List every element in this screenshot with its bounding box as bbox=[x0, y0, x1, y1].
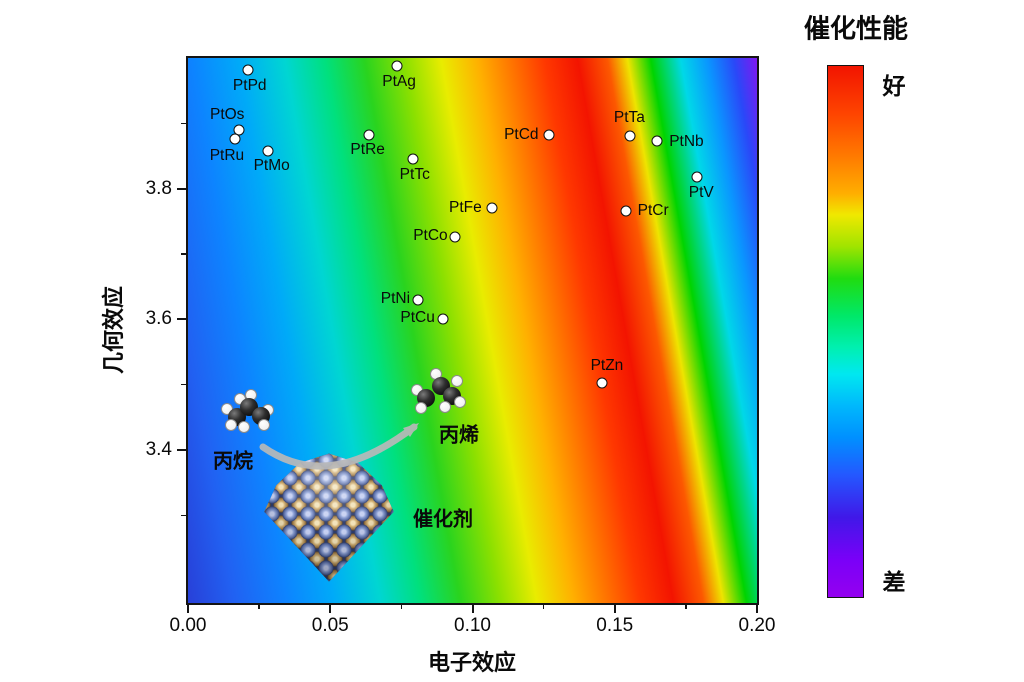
colorbar bbox=[827, 65, 864, 598]
y-minor-tick bbox=[181, 514, 186, 517]
x-major-tick bbox=[756, 604, 758, 613]
propylene-molecule-icon bbox=[411, 368, 466, 414]
x-minor-tick bbox=[400, 604, 403, 609]
data-point-marker bbox=[229, 133, 241, 145]
propane-label: 丙烷 bbox=[213, 450, 253, 473]
data-point-marker bbox=[407, 153, 419, 165]
x-major-tick bbox=[187, 604, 189, 613]
x-tick-label: 0.15 bbox=[596, 615, 634, 636]
data-point-marker bbox=[624, 130, 636, 142]
data-point-label: PtAg bbox=[382, 73, 416, 91]
x-major-tick bbox=[613, 604, 616, 613]
data-point-label: PtMo bbox=[253, 156, 290, 174]
data-point-marker bbox=[620, 205, 632, 217]
heatmap-plot-area: 丙烷 丙烯 催化剂 PtPd PtOs PtRu PtMo PtAg PtRe PtTc Pt… bbox=[186, 56, 759, 605]
data-point-label: PtOs bbox=[209, 105, 245, 123]
data-point-marker bbox=[449, 231, 461, 243]
data-point-marker bbox=[596, 377, 608, 389]
data-point-label: PtFe bbox=[449, 199, 482, 217]
data-point-label: PtV bbox=[688, 183, 714, 201]
x-tick-label: 0.20 bbox=[738, 615, 776, 636]
x-major-tick bbox=[329, 604, 332, 613]
data-point-marker bbox=[651, 135, 663, 147]
data-point-label: PtTa bbox=[613, 108, 645, 126]
data-point-marker bbox=[437, 313, 449, 325]
data-point-marker bbox=[543, 129, 555, 141]
x-minor-tick bbox=[542, 604, 545, 609]
data-point-marker bbox=[691, 171, 703, 183]
y-minor-tick bbox=[181, 253, 186, 255]
data-point-marker bbox=[262, 145, 274, 157]
data-point-marker bbox=[486, 202, 498, 214]
colorbar-bad-label: 差 bbox=[882, 569, 906, 595]
y-tick-label: 3.6 bbox=[145, 308, 172, 330]
x-minor-tick bbox=[258, 604, 260, 609]
data-point-marker bbox=[242, 64, 254, 76]
data-point-marker bbox=[363, 129, 375, 141]
propylene-label: 丙烯 bbox=[439, 424, 479, 447]
y-tick-label: 3.8 bbox=[145, 177, 172, 199]
data-point-label: PtZn bbox=[590, 357, 624, 375]
data-point-label: PtCo bbox=[413, 227, 448, 245]
data-point-label: PtCd bbox=[504, 126, 539, 144]
y-minor-tick bbox=[181, 383, 186, 386]
x-tick-label: 0.00 bbox=[169, 615, 207, 636]
x-minor-tick bbox=[685, 604, 687, 609]
y-axis-title: 几何效应 bbox=[101, 285, 126, 375]
data-point-marker bbox=[391, 60, 403, 72]
colorbar-title: 催化性能 bbox=[803, 13, 909, 44]
x-tick-label: 0.10 bbox=[454, 615, 491, 636]
y-major-tick bbox=[177, 449, 186, 452]
colorbar-good-label: 好 bbox=[882, 73, 906, 99]
y-tick-label: 3.4 bbox=[145, 439, 172, 461]
data-point-label: PtCr bbox=[637, 201, 669, 219]
x-major-tick bbox=[471, 604, 474, 613]
propane-molecule-icon bbox=[221, 389, 274, 433]
data-point-label: PtRe bbox=[350, 141, 385, 159]
data-point-marker bbox=[412, 294, 424, 306]
data-point-label: PtNb bbox=[669, 132, 704, 150]
x-axis-title: 电子效应 bbox=[427, 650, 516, 675]
data-point-label: PtTc bbox=[399, 166, 430, 184]
data-point-label: PtPd bbox=[232, 76, 267, 94]
data-point-label: PtRu bbox=[209, 147, 245, 165]
catalyst-nanoparticle bbox=[264, 453, 394, 582]
y-major-tick bbox=[177, 318, 186, 321]
data-point-label: PtNi bbox=[380, 290, 411, 308]
x-tick-label: 0.05 bbox=[311, 615, 349, 636]
catalyst-label: 催化剂 bbox=[413, 508, 473, 531]
data-point-label: PtCu bbox=[400, 309, 435, 327]
y-major-tick bbox=[177, 187, 186, 190]
y-minor-tick bbox=[181, 122, 186, 125]
